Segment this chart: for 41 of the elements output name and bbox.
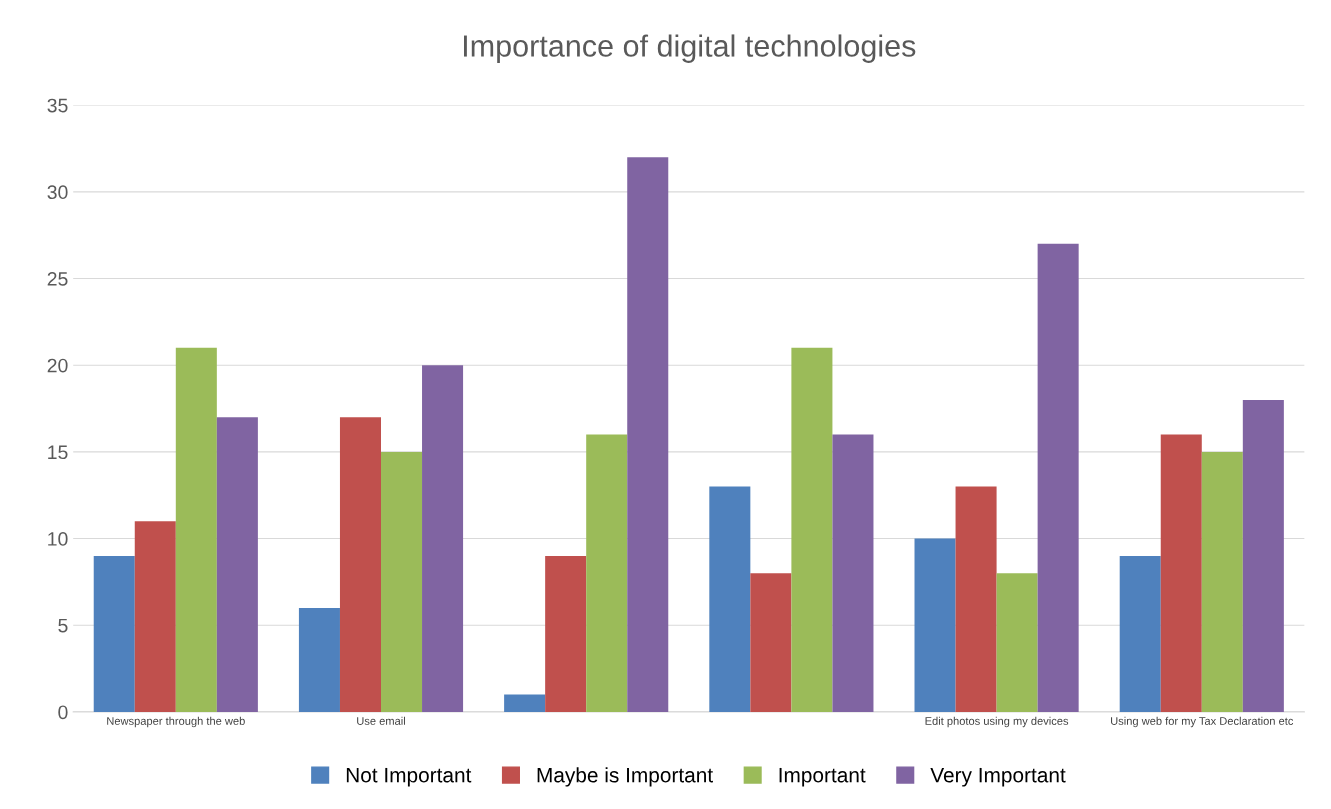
bar bbox=[791, 347, 833, 712]
x-tick-label: Using web for my Tax Declaration etc bbox=[1111, 716, 1294, 728]
bar bbox=[422, 365, 464, 712]
bar bbox=[1242, 399, 1284, 712]
bar bbox=[914, 538, 956, 712]
bar bbox=[955, 486, 997, 712]
bar bbox=[545, 555, 587, 712]
bar bbox=[627, 157, 669, 712]
bar bbox=[832, 434, 874, 712]
bar bbox=[1160, 434, 1202, 712]
legend-label: Not Important bbox=[346, 767, 472, 787]
y-tick-label: 15 bbox=[48, 445, 68, 460]
y-tick-label: 25 bbox=[47, 272, 68, 286]
bar bbox=[381, 451, 423, 712]
x-tick-label: Use email bbox=[357, 716, 405, 725]
y-tick-label: 35 bbox=[47, 98, 68, 113]
x-tick-label: Edit photos using my devices bbox=[925, 716, 1069, 728]
bar bbox=[750, 573, 792, 712]
bar bbox=[709, 486, 751, 712]
legend-label: Important bbox=[779, 767, 866, 787]
legend-label: Maybe is Important bbox=[537, 767, 713, 787]
y-tick-label: 20 bbox=[47, 358, 68, 373]
bar bbox=[134, 521, 176, 712]
bar bbox=[93, 555, 135, 712]
bar bbox=[996, 573, 1038, 712]
bar bbox=[339, 417, 381, 712]
y-tick-label: 10 bbox=[48, 532, 68, 546]
bar bbox=[504, 694, 546, 712]
legend-label: Very Important bbox=[930, 767, 1066, 787]
y-tick-label: 30 bbox=[47, 185, 68, 200]
y-tick-label: 0 bbox=[58, 705, 68, 720]
bar bbox=[298, 607, 340, 712]
bar bbox=[1201, 451, 1243, 712]
x-tick-label: Newspaper through the web bbox=[107, 716, 245, 728]
bar bbox=[175, 347, 217, 712]
bar bbox=[216, 417, 258, 712]
chart-title: Importance of digital technologies bbox=[464, 34, 916, 63]
bar bbox=[586, 434, 628, 712]
y-tick-label: 5 bbox=[58, 618, 68, 633]
bar bbox=[1119, 555, 1161, 712]
bar bbox=[1037, 243, 1079, 712]
